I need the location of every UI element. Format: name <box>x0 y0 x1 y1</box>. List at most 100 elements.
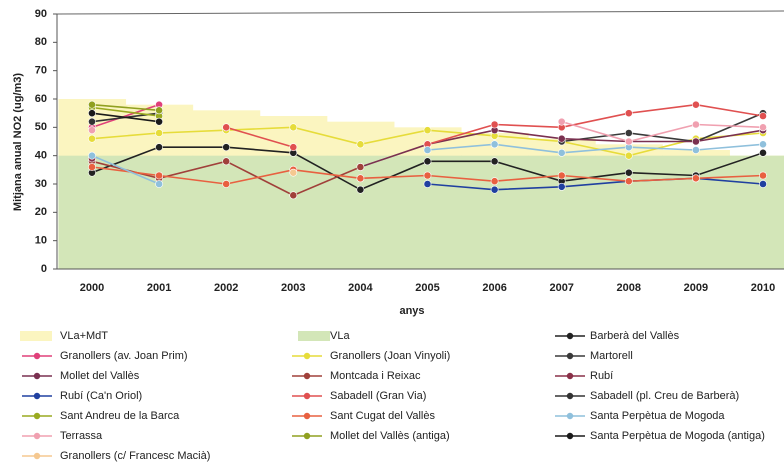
series-line <box>225 126 294 148</box>
legend-label: Rubí (Ca'n Oriol) <box>60 390 142 402</box>
legend-swatch <box>20 331 52 341</box>
legend-marker <box>566 392 574 400</box>
legend-marker <box>33 412 41 420</box>
series-point <box>490 185 499 194</box>
x-tick-label: 2004 <box>348 282 373 294</box>
series-point <box>88 126 96 135</box>
series-point <box>88 117 96 126</box>
legend-marker <box>566 372 574 380</box>
x-tick-label: 2001 <box>147 282 171 294</box>
legend-marker <box>303 412 311 420</box>
series-line <box>91 106 160 117</box>
legend-label: Sabadell (Gran Via) <box>330 390 426 402</box>
series-point <box>155 171 163 180</box>
legend-label: Mollet del Vallès <box>60 370 140 382</box>
series-point <box>222 180 231 188</box>
series-point <box>88 109 96 118</box>
series-point <box>624 168 633 177</box>
series-point <box>88 100 96 109</box>
series-point <box>557 148 566 157</box>
x-tick-label: 2008 <box>617 282 641 294</box>
series-point <box>557 171 566 180</box>
series-point <box>624 129 633 137</box>
y-tick-label: 30 <box>35 178 47 190</box>
series-point <box>222 157 231 166</box>
legend-label: VLa <box>330 330 350 342</box>
series-line <box>427 143 764 154</box>
series-point <box>759 180 767 188</box>
series-point <box>88 134 96 143</box>
legend-label: Granollers (av. Joan Prim) <box>60 350 188 362</box>
legend-label: Sant Andreu de la Barca <box>60 410 180 422</box>
series-point <box>624 177 633 186</box>
series-point <box>759 140 767 149</box>
y-tick-label: 0 <box>41 263 47 275</box>
legend-label: Santa Perpètua de Mogoda <box>590 410 725 422</box>
series-point <box>289 143 298 152</box>
series-point <box>155 143 163 152</box>
series-point <box>759 112 767 120</box>
series-line <box>91 112 160 123</box>
series-point <box>423 171 432 180</box>
y-tick-label: 60 <box>35 93 47 105</box>
series-point <box>88 163 96 171</box>
series-point <box>423 157 432 166</box>
y-tick-label: 40 <box>35 150 47 162</box>
series-point <box>692 146 700 154</box>
x-tick-label: 2005 <box>415 282 439 294</box>
series-point <box>289 123 298 132</box>
series-point <box>490 120 499 129</box>
series-point <box>490 177 499 186</box>
series-point <box>155 106 163 115</box>
series-point <box>222 143 231 152</box>
legend-marker <box>303 372 311 380</box>
series-point <box>356 174 365 183</box>
series-point <box>423 180 432 188</box>
legend-marker <box>303 352 311 360</box>
series-point <box>759 123 767 132</box>
legend-marker <box>566 412 574 420</box>
x-tick-label: 2003 <box>281 282 305 294</box>
series-point <box>557 117 566 126</box>
series-point <box>423 126 432 135</box>
series-point <box>557 182 566 191</box>
y-tick-label: 70 <box>35 65 47 77</box>
legend-label: VLa+MdT <box>60 330 108 342</box>
series-point <box>356 185 365 194</box>
legend-label: Sant Cugat del Vallès <box>330 410 435 422</box>
series-point <box>155 180 163 188</box>
legend-marker <box>33 372 41 380</box>
legend-swatch <box>298 331 330 341</box>
y-tick-label: 90 <box>35 8 47 20</box>
series-point <box>356 163 365 171</box>
area-step <box>192 155 261 269</box>
y-tick-label: 10 <box>35 235 47 247</box>
legend-marker <box>566 352 574 360</box>
legend-marker <box>33 392 41 400</box>
legend-marker <box>303 432 311 440</box>
legend-label: Barberà del Vallès <box>590 330 680 342</box>
series-point <box>624 109 633 118</box>
series-line <box>91 103 160 129</box>
x-tick-label: 2002 <box>214 282 238 294</box>
y-tick-label: 80 <box>35 36 47 48</box>
series-point <box>692 174 700 183</box>
legend-marker <box>33 432 41 440</box>
legend-label: Terrassa <box>60 430 103 442</box>
legend-label: Granollers (Joan Vinyoli) <box>330 350 450 362</box>
series-point <box>692 120 700 129</box>
series-point <box>356 140 365 149</box>
series-point <box>557 134 566 143</box>
series-line <box>91 103 160 112</box>
series-point <box>155 129 163 137</box>
series-point <box>490 157 499 166</box>
area-step <box>729 155 784 269</box>
legend-marker <box>566 432 574 440</box>
series-point <box>289 191 298 200</box>
legend-marker <box>33 352 41 360</box>
series-point <box>692 137 700 146</box>
series-point <box>289 168 298 177</box>
legend-label: Montcada i Reixac <box>330 370 421 382</box>
legend-label: Rubí <box>590 370 613 382</box>
